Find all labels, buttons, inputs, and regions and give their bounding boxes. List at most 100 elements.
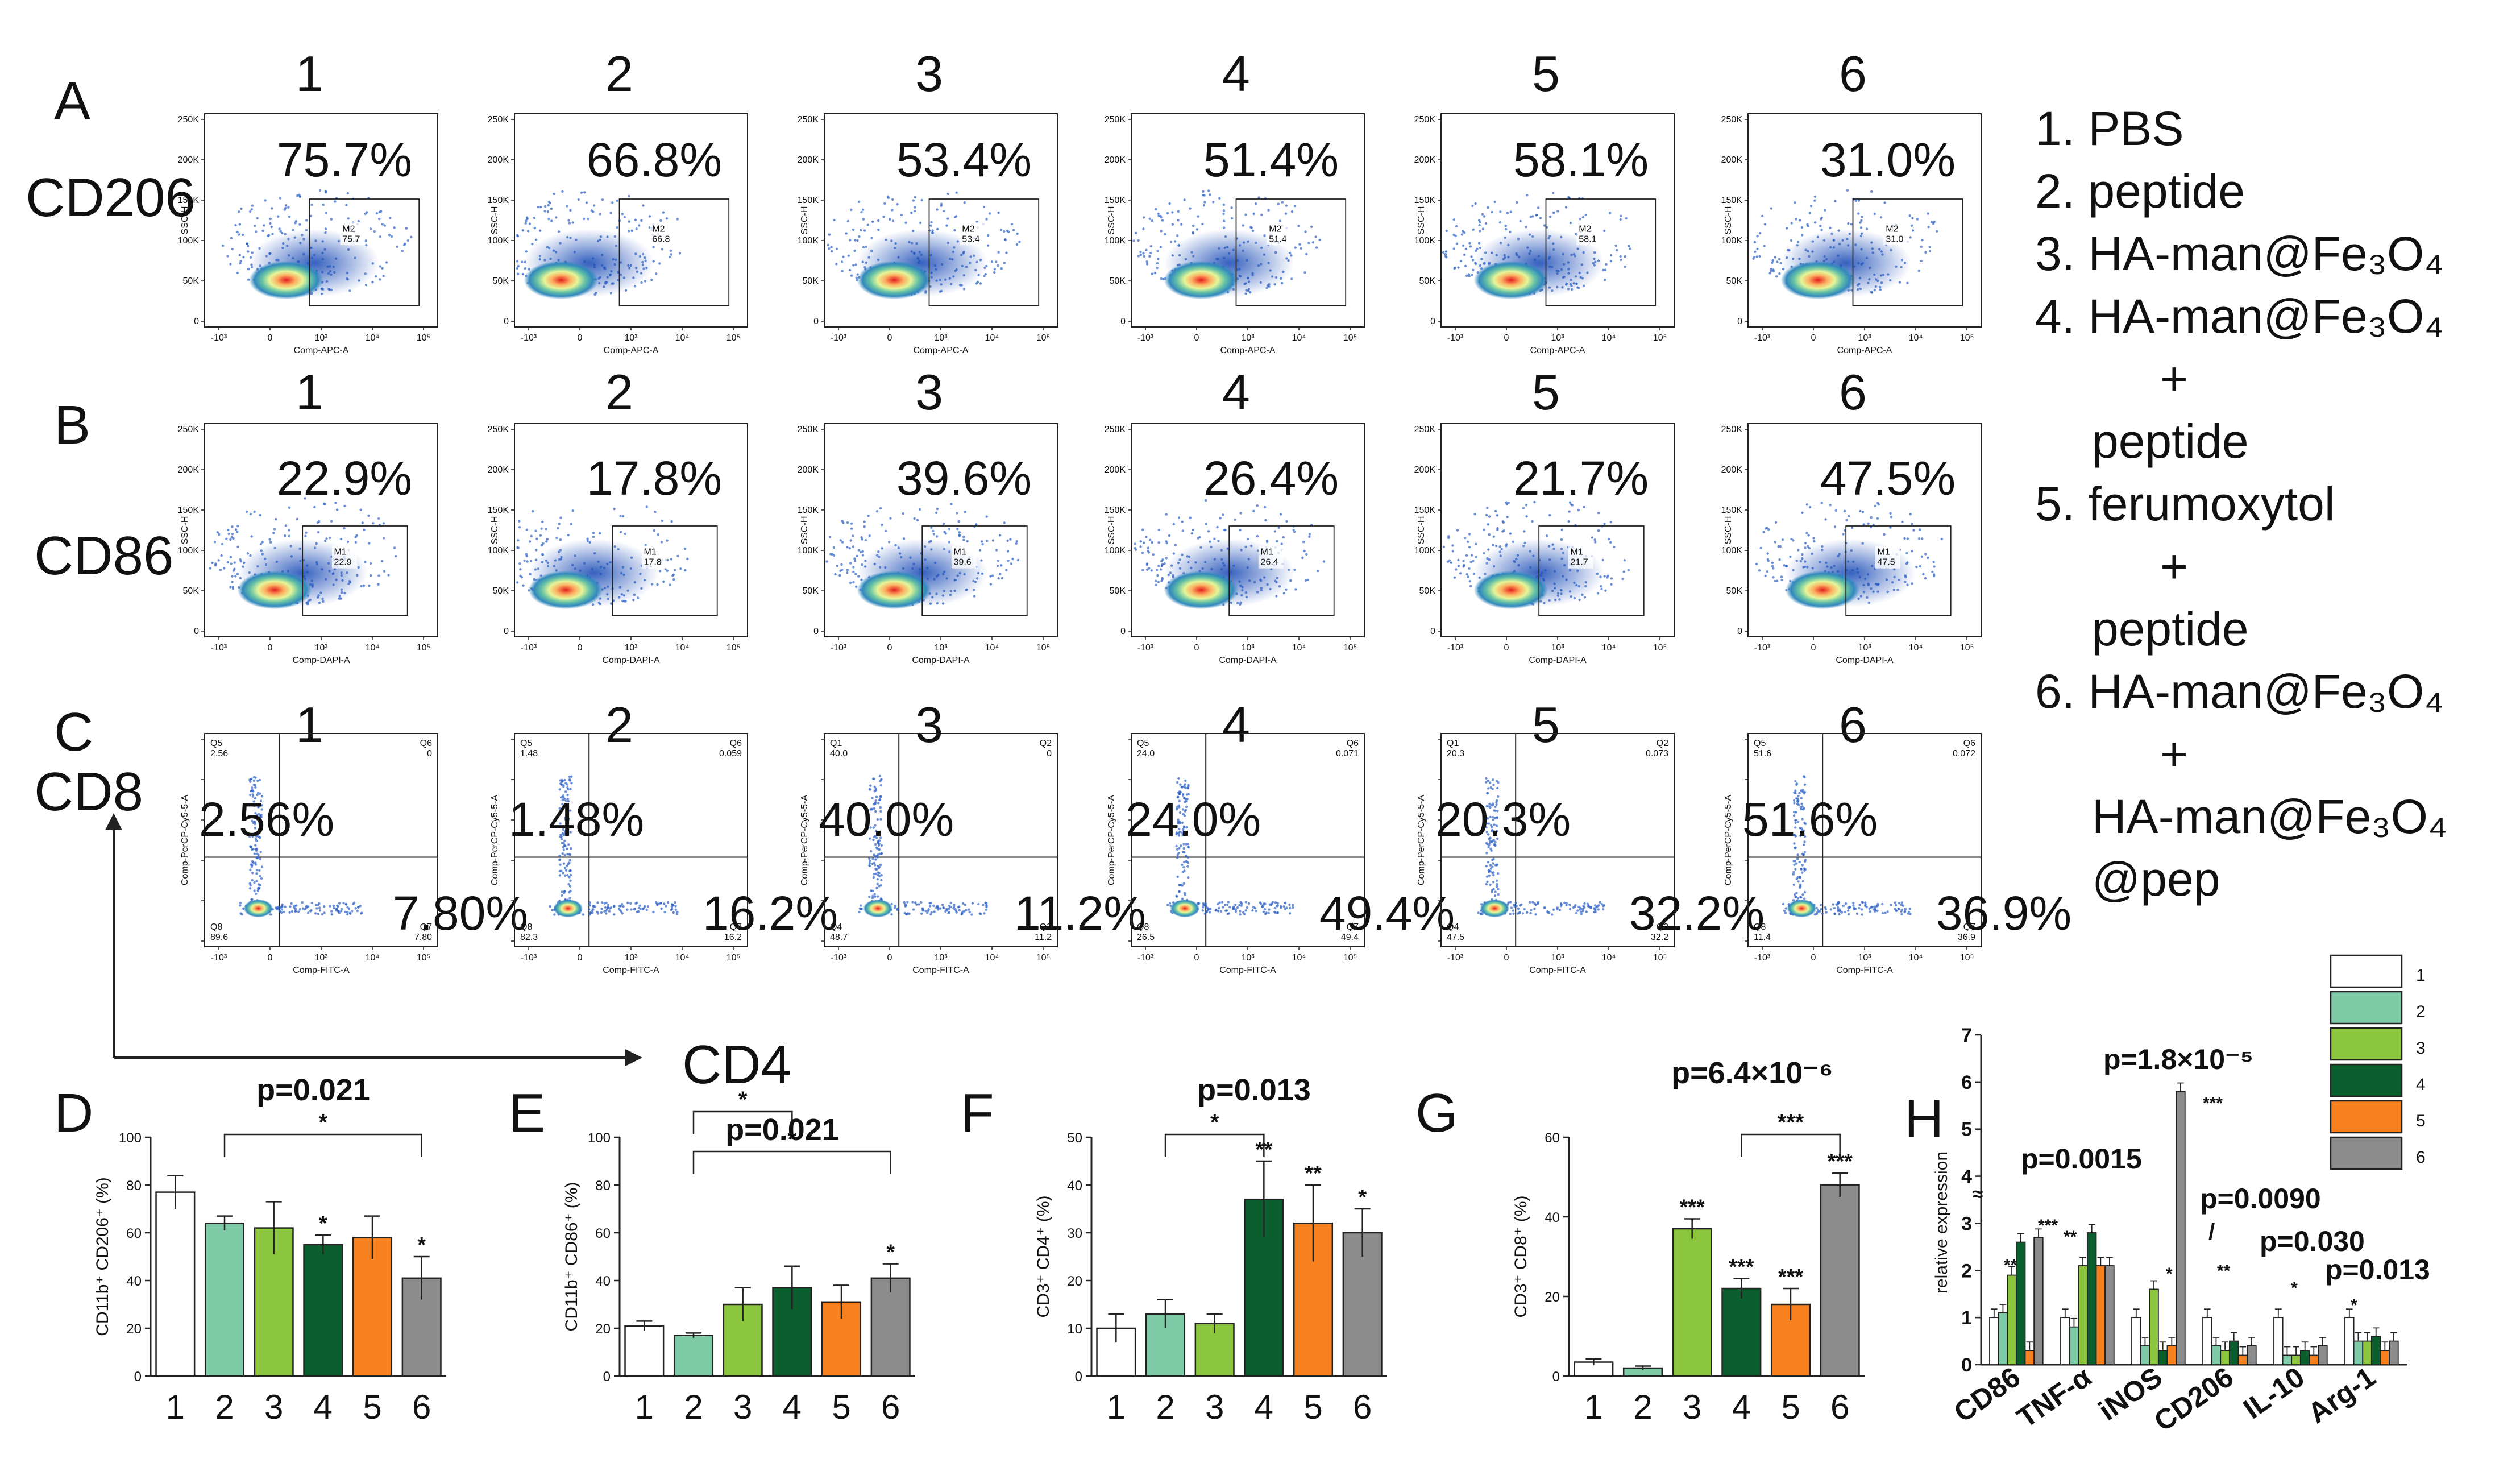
event-dot	[375, 212, 379, 215]
gate-rect	[1235, 198, 1347, 306]
column-title: 2	[605, 697, 633, 753]
x-tick-label: 10⁵	[1653, 333, 1667, 343]
x-tick-label: 10⁵	[726, 953, 740, 963]
event-dot	[640, 219, 643, 222]
gate-value: 39.6	[954, 558, 972, 567]
event-dot	[1292, 906, 1294, 909]
event-dot	[231, 581, 234, 583]
event-dot	[563, 853, 566, 857]
y-tick-label: 100K	[1721, 546, 1743, 556]
event-dot	[679, 567, 682, 570]
event-dot	[1843, 509, 1846, 512]
event-dot	[314, 904, 318, 906]
event-dot	[272, 532, 275, 534]
event-dot	[1469, 585, 1472, 587]
event-dot	[330, 218, 333, 221]
event-dot	[1858, 906, 1861, 910]
event-dot	[1604, 268, 1607, 271]
x-tick-label: 10³	[934, 953, 948, 963]
event-dot	[871, 777, 875, 780]
event-dot	[561, 803, 564, 806]
event-dot	[1492, 839, 1496, 842]
event-dot	[1556, 906, 1559, 909]
event-dot	[1536, 902, 1539, 905]
event-dot	[927, 908, 930, 911]
y-tick-label: 150K	[798, 505, 819, 515]
event-dot	[543, 210, 546, 213]
event-dot	[846, 546, 849, 549]
gate-value: 53.4	[962, 234, 979, 244]
event-dot	[269, 222, 272, 225]
event-dot	[1835, 903, 1838, 906]
event-dot	[861, 550, 864, 553]
event-dot	[521, 272, 525, 276]
gate-rect	[921, 525, 1028, 616]
event-dot	[854, 585, 858, 589]
event-dot	[1282, 905, 1285, 908]
event-dot	[1149, 538, 1152, 541]
event-dot	[950, 503, 953, 505]
event-dot	[566, 864, 568, 868]
event-dot	[1182, 828, 1185, 831]
event-dot	[657, 902, 661, 906]
event-dot	[252, 800, 255, 803]
event-dot	[531, 243, 534, 246]
event-dot	[298, 908, 302, 911]
event-dot	[860, 229, 862, 232]
x-tick-label: 10⁵	[1960, 643, 1974, 653]
x-tick-label: 10³	[314, 953, 328, 963]
y-tick-label: 200K	[798, 465, 819, 475]
event-dot	[268, 538, 271, 541]
event-dot	[1772, 567, 1775, 570]
x-tick-label: 10³	[314, 643, 328, 653]
event-dot	[669, 583, 671, 586]
event-dot	[666, 901, 670, 904]
event-dot	[260, 808, 263, 811]
event-dot	[1234, 910, 1238, 913]
event-dot	[1474, 202, 1477, 205]
event-dot	[1624, 255, 1626, 258]
event-dot	[1173, 240, 1177, 243]
event-dot	[380, 210, 383, 213]
event-dot	[1580, 913, 1583, 915]
event-dot	[227, 528, 230, 532]
event-dot	[1491, 889, 1494, 892]
event-dot	[1498, 221, 1502, 224]
event-dot	[1501, 520, 1504, 523]
y-tick-label: 0	[813, 317, 819, 326]
event-dot	[912, 908, 915, 911]
event-dot	[885, 529, 887, 533]
event-dot	[1525, 504, 1528, 507]
event-dot	[309, 214, 313, 217]
x-tick-label: 10⁴	[1909, 643, 1923, 653]
gate-name: M1	[1878, 548, 1890, 557]
x-tick-label: 10⁴	[1602, 953, 1616, 963]
event-dot	[1152, 553, 1155, 556]
event-dot	[1862, 523, 1865, 526]
event-dot	[1475, 542, 1477, 545]
event-dot	[592, 908, 595, 911]
x-axis-label: Comp-APC-A	[604, 346, 659, 355]
event-dot	[1183, 797, 1186, 800]
event-dot	[1186, 786, 1189, 789]
quadrant-name: Q5	[1137, 739, 1149, 748]
event-dot	[253, 881, 256, 884]
event-dot	[1497, 893, 1500, 896]
y-tick-label: 100K	[1105, 546, 1126, 556]
event-dot	[1534, 904, 1537, 906]
event-dot	[659, 219, 662, 222]
x-tick-label: 10⁴	[985, 953, 999, 963]
event-dot	[259, 799, 263, 802]
event-dot	[1457, 558, 1460, 562]
event-dot	[1445, 229, 1448, 233]
event-dot	[1873, 212, 1876, 216]
event-dot	[1488, 533, 1491, 536]
event-dot	[1870, 516, 1873, 519]
event-dot	[1762, 531, 1765, 533]
event-dot	[849, 581, 852, 585]
gate-value: 66.8	[652, 234, 670, 244]
event-dot	[220, 554, 223, 557]
event-dot	[315, 907, 318, 910]
event-dot	[251, 835, 254, 838]
event-dot	[981, 540, 983, 543]
